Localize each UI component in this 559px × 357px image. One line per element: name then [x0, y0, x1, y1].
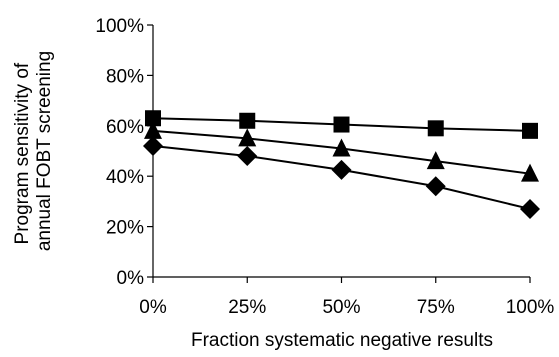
triangle-marker	[238, 128, 257, 147]
diamond-marker	[425, 176, 446, 197]
y-tick-label: 80%	[106, 66, 144, 87]
triangle-marker	[426, 151, 445, 170]
triangle-marker	[521, 163, 539, 182]
x-tick-label: 0%	[139, 297, 167, 318]
y-tick-label: 40%	[106, 167, 144, 188]
triangle-marker	[332, 138, 351, 157]
square-marker	[145, 110, 161, 127]
x-axis-title: Fraction systematic negative results	[191, 330, 493, 351]
square-marker	[239, 112, 256, 129]
y-tick-label: 100%	[95, 16, 144, 37]
y-tick-label: 60%	[106, 117, 144, 138]
square-marker	[522, 122, 538, 139]
y-axis-title-line-1: Program sensitivity of	[12, 62, 33, 244]
square-marker	[427, 120, 444, 137]
diamond-marker	[520, 198, 540, 219]
y-tick-label: 0%	[117, 268, 145, 289]
x-tick-label: 75%	[417, 297, 455, 318]
diamond-marker	[237, 146, 258, 167]
x-tick-label: 25%	[228, 297, 266, 318]
y-axis-title-line-2: annual FOBT screening	[34, 51, 55, 251]
diamond-marker	[143, 135, 163, 156]
x-tick-label: 50%	[322, 297, 360, 318]
y-tick-label: 20%	[106, 218, 144, 239]
series-layer	[143, 110, 540, 219]
tick-labels: 0% 20% 40% 60% 80% 100% 0% 25% 50% 75% 100%	[95, 16, 554, 318]
triangle-marker	[144, 120, 162, 139]
y-axis-title: Program sensitivity of annual FOBT scree…	[12, 51, 55, 251]
diamond-marker	[331, 159, 352, 180]
series-diamond	[143, 135, 540, 219]
x-tick-label: 100%	[506, 297, 555, 318]
series-square	[145, 110, 538, 139]
series-triangle	[144, 120, 539, 182]
square-marker	[333, 116, 350, 133]
